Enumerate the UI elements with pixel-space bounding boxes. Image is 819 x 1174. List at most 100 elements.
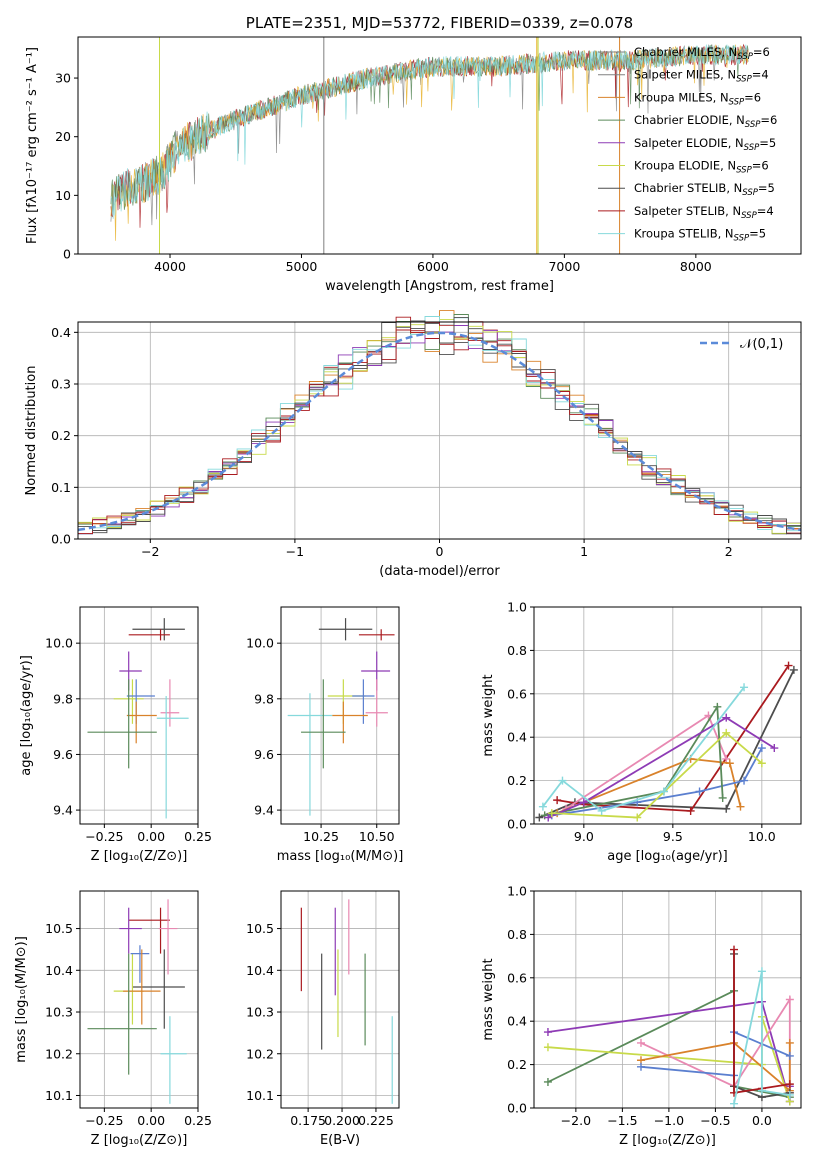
x-tick-label: 0 — [436, 544, 444, 559]
y-tick-label: 10.0 — [45, 636, 73, 651]
y-axis-label: Normed distribution — [24, 366, 39, 496]
spectrum-series-line — [110, 44, 749, 241]
x-tick-label: 7000 — [548, 259, 580, 274]
weight-marker — [543, 1077, 552, 1086]
weight-marker — [722, 728, 731, 737]
x-tick-label: 5000 — [286, 259, 318, 274]
weight-marker — [538, 802, 547, 811]
weight-marker — [784, 661, 793, 670]
legend-entry: Kroupa STELIB, NSSP=5 — [634, 227, 766, 244]
legend-entry: Chabrier ELODIE, NSSP=6 — [634, 113, 777, 130]
x-axis-label: wavelength [Angstrom, rest frame] — [325, 279, 554, 294]
x-axis-label: age [log₁₀(age/yr)] — [607, 849, 728, 864]
error-bar-point — [87, 679, 157, 769]
legend-entry: Kroupa ELODIE, NSSP=6 — [634, 159, 769, 176]
panel-3: 10.25 10.50 9.4 9.6 9.8 10.0 mass [log₁₀(M/M⊙)… — [246, 606, 404, 864]
y-tick-label: 9.4 — [254, 803, 274, 818]
y-tick-label: 0.0 — [51, 532, 71, 547]
legend: Chabrier MILES, NSSP=6 Salpeter MILES, NS… — [598, 45, 777, 244]
weight-series-line — [556, 757, 742, 814]
plot-area — [300, 899, 393, 1104]
weight-marker — [695, 787, 704, 796]
weight-marker — [757, 759, 766, 768]
error-bar-point — [327, 679, 366, 724]
weight-marker — [535, 813, 544, 822]
weight-marker — [718, 793, 727, 802]
panel-7: −2.0 −1.5 −1.0 −0.5 0.0 0.0 0.2 0.4 0.6 0.8 1.0 Z [… — [481, 884, 802, 1148]
weight-marker — [730, 945, 739, 954]
y-tick-label: 0.2 — [507, 773, 527, 788]
weight-marker — [543, 1043, 552, 1052]
x-tick-label: −2 — [141, 544, 159, 559]
y-axis-label: mass [log₁₀(M/M⊙)] — [14, 936, 29, 1063]
error-bar-point — [132, 949, 185, 1029]
weight-marker — [785, 995, 794, 1004]
y-tick-label: 10.1 — [45, 1088, 73, 1103]
axes-frame — [533, 606, 802, 825]
weight-marker — [785, 1038, 794, 1047]
error-bar-point — [123, 949, 161, 1025]
y-tick-label: 1.0 — [507, 600, 527, 615]
y-tick-label: 10.3 — [246, 1005, 274, 1020]
weight-marker — [785, 1080, 794, 1089]
weight-marker — [636, 1062, 645, 1071]
panel-4: 9.0 9.5 10.0 0.0 0.2 0.4 0.6 0.8 1.0 age [log₁₀(a… — [481, 600, 802, 864]
x-tick-label: 0.00 — [137, 829, 165, 844]
weight-series-line — [733, 971, 790, 1104]
y-tick-label: 10.4 — [45, 963, 73, 978]
x-tick-label: 0.175 — [290, 1113, 326, 1128]
error-bar-point — [128, 629, 170, 641]
histogram-step-line — [78, 317, 801, 535]
weight-marker — [722, 713, 731, 722]
x-tick-label: −0.25 — [85, 1113, 123, 1128]
y-tick-label: 0.8 — [507, 927, 527, 942]
x-tick-label: −1.5 — [607, 1113, 637, 1128]
x-axis-label: (data-model)/error — [379, 564, 500, 579]
plot-area — [110, 37, 749, 254]
x-tick-label: −1.0 — [654, 1113, 684, 1128]
x-tick-label: 1 — [580, 544, 588, 559]
x-tick-label: 2 — [725, 544, 733, 559]
weight-marker — [730, 1099, 739, 1108]
x-tick-label: −0.5 — [700, 1113, 730, 1128]
axes-frame — [280, 890, 400, 1109]
y-tick-label: 0.2 — [51, 428, 71, 443]
x-tick-label: 0.0 — [752, 1113, 772, 1128]
y-tick-label: 0.6 — [507, 970, 527, 985]
x-axis-label: mass [log₁₀(M/M⊙)] — [277, 849, 404, 864]
legend-entry: Salpeter STELIB, NSSP=4 — [634, 204, 774, 221]
x-tick-label: −2.0 — [561, 1113, 591, 1128]
weight-marker — [659, 787, 668, 796]
error-bar-point — [119, 651, 142, 691]
y-tick-label: 10.0 — [246, 636, 274, 651]
plot-area — [535, 661, 798, 822]
y-tick-label: 0.0 — [507, 817, 527, 832]
y-tick-label: 0.8 — [507, 643, 527, 658]
legend-entry: Salpeter ELODIE, NSSP=5 — [634, 136, 776, 153]
error-bar-point — [126, 701, 157, 744]
panel-0: 4000 5000 6000 7000 8000 0 10 20 30 wavelength [A… — [25, 36, 802, 294]
x-tick-label: −1 — [286, 544, 304, 559]
plot-area — [543, 945, 794, 1108]
x-axis-label: E(B-V) — [320, 1133, 360, 1148]
y-tick-label: 10.1 — [246, 1088, 274, 1103]
error-bar-point — [128, 907, 170, 954]
error-bar-point — [358, 629, 395, 641]
y-tick-label: 0.3 — [51, 377, 71, 392]
weight-marker — [757, 1086, 766, 1095]
x-tick-label: 10.50 — [359, 829, 395, 844]
normal-curve-line — [77, 331, 802, 532]
axes-frame — [280, 606, 400, 825]
y-tick-label: 10.2 — [246, 1046, 274, 1061]
weight-marker — [740, 683, 749, 692]
error-bar-point — [365, 679, 388, 727]
x-tick-label: 6000 — [417, 259, 449, 274]
weight-marker — [757, 744, 766, 753]
y-tick-label: 10 — [55, 188, 71, 203]
y-tick-label: 10.4 — [246, 963, 274, 978]
weight-series-line — [547, 716, 775, 819]
weight-marker — [543, 1028, 552, 1037]
weight-series-line — [551, 731, 763, 819]
